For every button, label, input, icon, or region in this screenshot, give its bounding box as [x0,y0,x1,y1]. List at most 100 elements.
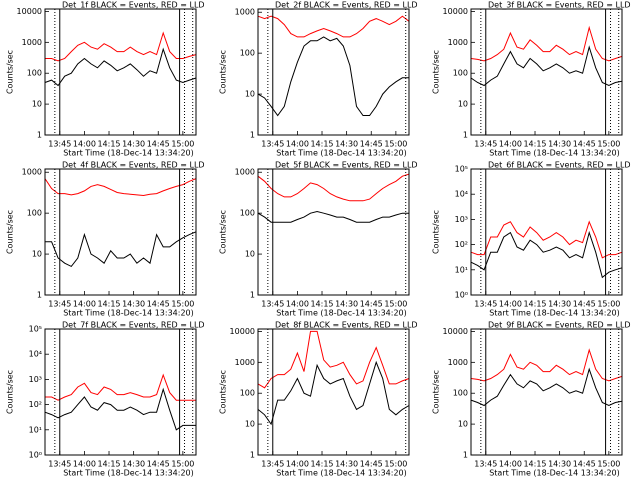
chart-title: Det_1f BLACK = Events, RED = LLD [62,1,205,10]
data-line [44,47,197,87]
y-tick-label: 10⁴ [29,350,42,359]
y-tick-label: 1 [463,451,468,460]
x-axis-label: Start Time (18-Dec-14 13:34:20) [63,309,194,318]
x-tick-label: 14:45 [360,300,383,309]
x-axis-label: Start Time (18-Dec-14 13:34:20) [489,469,620,478]
x-tick-label: 14:45 [360,140,383,149]
x-tick-label: 14:30 [548,300,571,309]
data-line [470,25,623,62]
plot-frame [257,328,410,456]
data-line [470,367,623,407]
y-tick-label: 1000 [235,168,255,177]
y-tick-label: 10 [32,100,42,109]
x-tick-label: 14:45 [573,460,596,469]
y-tick-label: 1 [463,131,468,140]
y-tick-label: 10⁰ [29,451,42,460]
data-line [257,173,410,202]
x-axis-label: Start Time (18-Dec-14 13:34:20) [63,149,194,158]
y-tick-label: 10⁰ [455,291,468,300]
data-line [257,210,409,223]
panel: Det_7f BLACK = Events, RED = LLD Start Ti… [6,321,205,478]
x-tick-label: 14:00 [499,300,522,309]
x-tick-label: 14:15 [310,300,333,309]
y-axis-label: Counts/sec [219,210,228,254]
x-tick-label: 14:30 [335,300,358,309]
y-axis-label: Counts/sec [432,370,441,414]
y-axis-label: Counts/sec [432,210,441,254]
x-tick-label: 15:00 [171,300,194,309]
x-tick-label: 13:45 [474,300,497,309]
x-tick-label: 15:00 [171,460,194,469]
y-tick-label: 10⁵ [29,325,42,334]
x-tick-label: 14:00 [499,460,522,469]
x-tick-label: 14:45 [360,460,383,469]
y-tick-label: 10000 [443,327,468,336]
y-axis-label: Counts/sec [6,370,15,414]
y-tick-label: 10 [458,100,468,109]
plot-frame [470,8,623,136]
x-tick-label: 14:15 [97,300,120,309]
y-tick-label: 100 [240,389,255,398]
y-tick-label: 10⁴ [455,190,468,199]
x-tick-label: 14:15 [97,140,120,149]
x-tick-label: 14:45 [573,140,596,149]
x-tick-label: 15:00 [384,140,407,149]
y-tick-label: 10000 [443,7,468,16]
y-tick-label: 1 [250,291,255,300]
x-axis-label: Start Time (18-Dec-14 13:34:20) [276,309,407,318]
data-line [44,178,197,197]
chart-title: Det_9f BLACK = Events, RED = LLD [488,321,631,330]
x-tick-label: 15:00 [171,140,194,149]
x-tick-label: 14:15 [523,460,546,469]
x-tick-label: 14:00 [286,300,309,309]
panel: Det_2f BLACK = Events, RED = LLD Start Ti… [219,1,418,158]
x-tick-label: 14:00 [73,460,96,469]
x-tick-label: 15:00 [597,300,620,309]
x-tick-label: 14:00 [499,140,522,149]
plot-frame [44,328,197,456]
y-tick-label: 10 [32,250,42,259]
x-tick-label: 14:30 [122,300,145,309]
data-line [257,360,410,426]
data-line [470,45,623,87]
y-tick-label: 1000 [22,168,42,177]
x-tick-label: 15:00 [384,300,407,309]
x-tick-label: 13:45 [48,140,71,149]
x-tick-label: 13:45 [48,300,71,309]
x-axis-label: Start Time (18-Dec-14 13:34:20) [489,309,620,318]
x-tick-label: 14:45 [147,460,170,469]
y-tick-label: 10000 [230,327,255,336]
panel: Det_9f BLACK = Events, RED = LLD Start Ti… [432,321,631,478]
x-axis-label: Start Time (18-Dec-14 13:34:20) [276,149,407,158]
panel: Det_5f BLACK = Events, RED = LLD Start Ti… [219,161,418,318]
x-axis-label: Start Time (18-Dec-14 13:34:20) [489,149,620,158]
data-line [257,330,410,389]
chart-title: Det_3f BLACK = Events, RED = LLD [488,1,631,10]
data-line [257,36,409,117]
x-tick-label: 14:30 [335,460,358,469]
x-tick-label: 14:45 [147,300,170,309]
panel: Det_1f BLACK = Events, RED = LLD Start Ti… [6,1,205,158]
x-tick-label: 14:30 [122,140,145,149]
x-tick-label: 14:30 [335,140,358,149]
x-tick-label: 15:00 [597,140,620,149]
y-tick-label: 100 [453,69,468,78]
plot-frame [44,168,197,296]
y-tick-label: 10 [245,250,255,259]
y-tick-label: 100 [27,69,42,78]
y-tick-label: 1000 [448,358,468,367]
x-axis-label: Start Time (18-Dec-14 13:34:20) [276,469,407,478]
y-tick-label: 10² [455,240,468,249]
y-tick-label: 1 [250,131,255,140]
x-tick-label: 14:00 [286,460,309,469]
y-tick-label: 10³ [29,375,42,384]
y-axis-label: Counts/sec [432,50,441,94]
x-tick-label: 14:15 [97,460,120,469]
y-axis-label: Counts/sec [6,50,15,94]
x-tick-label: 13:45 [261,140,284,149]
y-tick-label: 10 [245,90,255,99]
y-tick-label: 1 [250,451,255,460]
y-tick-label: 100 [453,389,468,398]
data-line [45,373,196,401]
